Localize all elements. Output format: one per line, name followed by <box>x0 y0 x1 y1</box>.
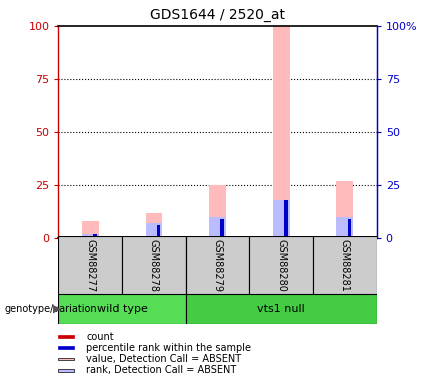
Text: GSM88277: GSM88277 <box>85 239 95 292</box>
Text: vts1 null: vts1 null <box>257 304 305 314</box>
Bar <box>84 236 87 238</box>
Bar <box>348 219 351 238</box>
Bar <box>211 236 215 238</box>
Bar <box>336 181 353 238</box>
Bar <box>249 236 313 294</box>
Bar <box>157 225 160 238</box>
Title: GDS1644 / 2520_at: GDS1644 / 2520_at <box>150 9 285 22</box>
Bar <box>58 346 74 349</box>
Bar <box>339 236 342 238</box>
Text: ▶: ▶ <box>53 304 62 314</box>
Bar <box>58 358 74 360</box>
Bar <box>58 294 186 324</box>
Bar <box>58 236 122 294</box>
Text: percentile rank within the sample: percentile rank within the sample <box>86 343 252 353</box>
Text: GSM88281: GSM88281 <box>340 239 350 292</box>
Bar <box>58 335 74 338</box>
Bar <box>273 26 290 238</box>
Bar <box>82 221 99 238</box>
Text: wild type: wild type <box>97 304 148 314</box>
Text: genotype/variation: genotype/variation <box>4 304 97 314</box>
Text: value, Detection Call = ABSENT: value, Detection Call = ABSENT <box>86 354 242 364</box>
Bar <box>220 219 224 238</box>
Text: rank, Detection Call = ABSENT: rank, Detection Call = ABSENT <box>86 365 236 375</box>
Bar <box>93 234 97 238</box>
Bar <box>58 369 74 372</box>
Bar <box>275 236 278 238</box>
Bar <box>284 200 288 238</box>
Text: GSM88279: GSM88279 <box>213 239 223 292</box>
Bar <box>186 236 249 294</box>
Bar <box>145 223 162 238</box>
Bar <box>209 185 226 238</box>
Text: GSM88278: GSM88278 <box>149 239 159 292</box>
Bar <box>186 294 377 324</box>
Bar <box>209 217 226 238</box>
Bar <box>148 236 151 238</box>
Bar <box>313 236 377 294</box>
Text: count: count <box>86 332 114 342</box>
Bar <box>336 217 353 238</box>
Bar <box>82 234 99 238</box>
Bar <box>122 236 186 294</box>
Text: GSM88280: GSM88280 <box>276 239 286 292</box>
Bar <box>273 200 290 238</box>
Bar <box>145 213 162 238</box>
